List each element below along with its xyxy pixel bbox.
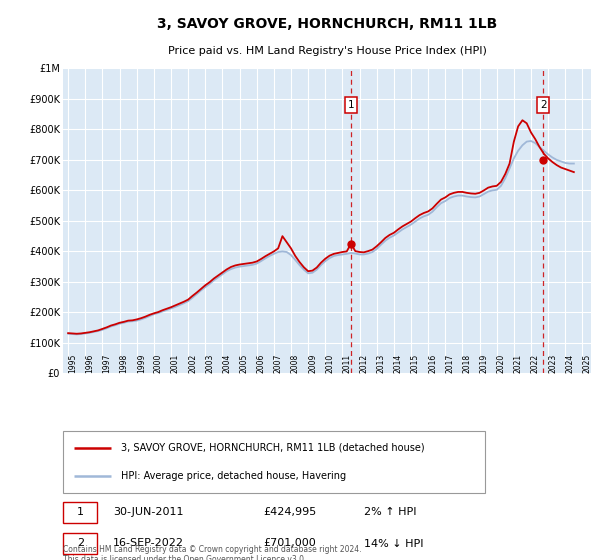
Text: 2001: 2001 — [171, 354, 180, 374]
Text: 2% ↑ HPI: 2% ↑ HPI — [364, 507, 416, 517]
Text: 2: 2 — [77, 539, 84, 548]
FancyBboxPatch shape — [63, 533, 97, 554]
Text: 2015: 2015 — [411, 354, 420, 374]
Text: 2005: 2005 — [239, 354, 248, 374]
Text: 30-JUN-2011: 30-JUN-2011 — [113, 507, 184, 517]
Text: 3, SAVOY GROVE, HORNCHURCH, RM11 1LB: 3, SAVOY GROVE, HORNCHURCH, RM11 1LB — [157, 17, 497, 31]
Text: £701,000: £701,000 — [263, 539, 316, 548]
Text: £424,995: £424,995 — [263, 507, 317, 517]
Text: 2021: 2021 — [514, 354, 523, 374]
Text: 1: 1 — [347, 100, 355, 110]
Text: 2014: 2014 — [394, 354, 403, 374]
Text: 2004: 2004 — [223, 354, 232, 374]
Text: 1997: 1997 — [103, 354, 112, 374]
Text: 2011: 2011 — [343, 354, 352, 374]
Text: 1996: 1996 — [85, 354, 94, 374]
Text: 2019: 2019 — [479, 354, 488, 374]
Text: 2016: 2016 — [428, 354, 437, 374]
Text: 16-SEP-2022: 16-SEP-2022 — [113, 539, 184, 548]
Text: HPI: Average price, detached house, Havering: HPI: Average price, detached house, Have… — [121, 472, 346, 482]
Text: 2008: 2008 — [291, 354, 300, 374]
Text: 2018: 2018 — [463, 354, 472, 374]
Text: 2010: 2010 — [325, 354, 334, 374]
Text: Price paid vs. HM Land Registry's House Price Index (HPI): Price paid vs. HM Land Registry's House … — [167, 45, 487, 55]
FancyBboxPatch shape — [63, 431, 485, 493]
FancyBboxPatch shape — [63, 502, 97, 523]
Text: 3, SAVOY GROVE, HORNCHURCH, RM11 1LB (detached house): 3, SAVOY GROVE, HORNCHURCH, RM11 1LB (de… — [121, 443, 425, 453]
Text: 2013: 2013 — [377, 354, 386, 374]
Text: 1995: 1995 — [68, 354, 77, 374]
Text: 2009: 2009 — [308, 354, 317, 374]
Text: 2023: 2023 — [548, 354, 557, 374]
Text: 2007: 2007 — [274, 354, 283, 374]
Text: 2002: 2002 — [188, 354, 197, 374]
Text: 2024: 2024 — [565, 354, 574, 374]
Text: 2022: 2022 — [531, 354, 540, 374]
Text: 2020: 2020 — [497, 354, 506, 374]
Text: 14% ↓ HPI: 14% ↓ HPI — [364, 539, 424, 548]
Text: 1: 1 — [77, 507, 84, 517]
Text: 2000: 2000 — [154, 354, 163, 374]
Text: 1998: 1998 — [119, 354, 128, 374]
Text: 2003: 2003 — [205, 354, 214, 374]
Text: 2012: 2012 — [359, 354, 368, 374]
Text: 2006: 2006 — [257, 354, 266, 374]
Text: 2017: 2017 — [445, 354, 454, 374]
Text: 2025: 2025 — [583, 354, 592, 374]
Text: 1999: 1999 — [137, 354, 146, 374]
Text: 2: 2 — [540, 100, 547, 110]
Text: Contains HM Land Registry data © Crown copyright and database right 2024.
This d: Contains HM Land Registry data © Crown c… — [63, 545, 361, 560]
